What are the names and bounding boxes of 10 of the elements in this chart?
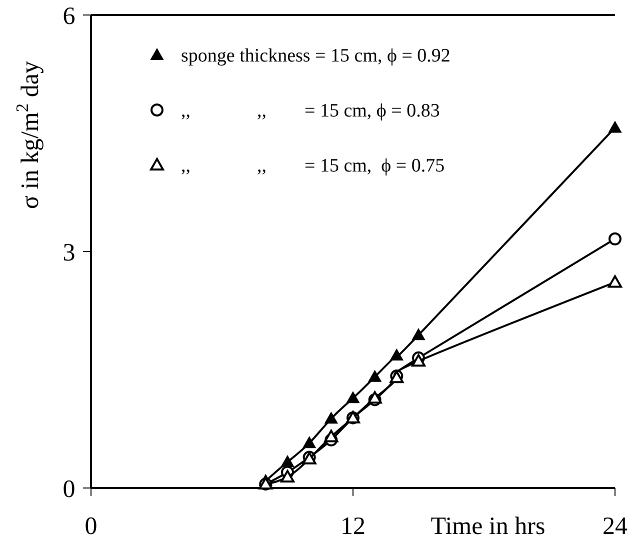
legend-label: ,, ,, = 15 cm, ϕ = 0.83 xyxy=(181,100,440,122)
y-tick-label: 3 xyxy=(62,239,76,266)
y-tick-label: 0 xyxy=(62,476,76,503)
legend-label: sponge thickness = 15 cm, ϕ = 0.92 xyxy=(181,46,450,67)
legend-label: ,, ,, = 15 cm, ϕ = 0.75 xyxy=(181,156,445,177)
y-tick-label: 6 xyxy=(62,2,76,30)
x-tick-label: 12 xyxy=(340,513,366,540)
x-tick-label: 0 xyxy=(84,513,98,540)
x-axis-title: Time in hrs xyxy=(430,513,546,540)
x-tick-label: 24 xyxy=(602,513,628,540)
